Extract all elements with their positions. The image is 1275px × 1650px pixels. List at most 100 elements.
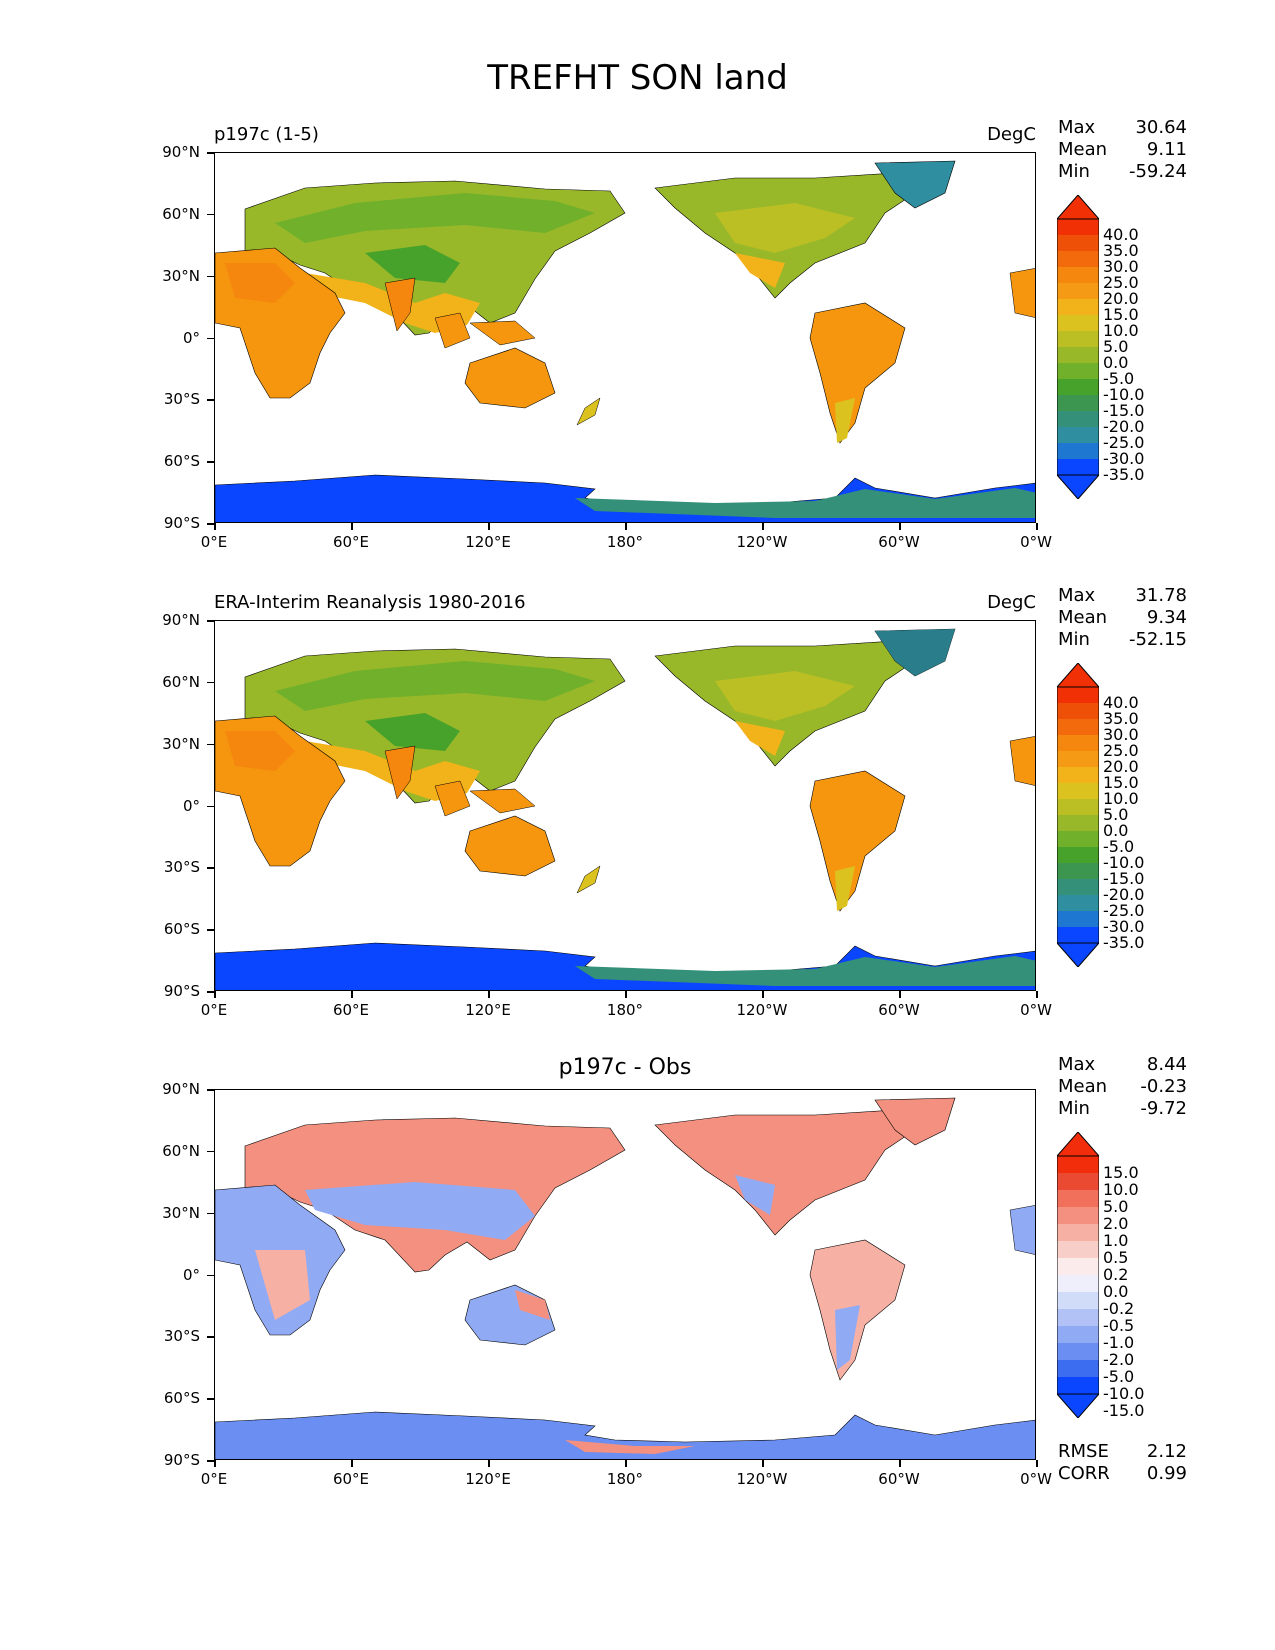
colorbar-segment <box>1057 735 1099 752</box>
colorbar-label: 0.5 <box>1103 1248 1129 1267</box>
y-tick <box>207 1150 214 1153</box>
colorbar-outline <box>1057 1155 1099 1395</box>
colorbar-label: -20.0 <box>1103 885 1145 904</box>
colorbar-segment <box>1057 1275 1099 1293</box>
y-tick <box>207 1336 214 1338</box>
colorbar-diff <box>1057 1132 1099 1418</box>
colorbar-label: -20.0 <box>1103 417 1145 436</box>
x-tick-label: 0°W <box>1020 1001 1052 1019</box>
x-tick <box>1036 1460 1038 1467</box>
x-tick-label: 120°E <box>465 1470 511 1488</box>
y-tick-label: 30°S <box>163 1327 200 1346</box>
y-tick-label: 0° <box>182 796 200 815</box>
y-tick <box>207 275 214 278</box>
colorbar-segment <box>1057 251 1099 268</box>
x-tick-label: 120°W <box>736 533 788 551</box>
colorbar-segment <box>1057 347 1099 364</box>
colorbar-label: -25.0 <box>1103 901 1145 920</box>
x-tick-label: 0°W <box>1020 1470 1052 1488</box>
colorbar-label: -25.0 <box>1103 433 1145 452</box>
panel-model: p197c (1-5) DegC Max 30.64 Mean 9.11 Min… <box>0 0 1275 523</box>
y-tick <box>207 461 214 463</box>
y-tick <box>207 1460 214 1462</box>
x-tick <box>625 1460 627 1467</box>
x-tick-label: 120°W <box>736 1001 788 1019</box>
x-tick <box>625 991 627 998</box>
y-tick-label: 0° <box>182 328 200 347</box>
x-tick-label: 60°E <box>332 1001 370 1019</box>
colorbar-segment <box>1057 219 1099 236</box>
panel-units: DegC <box>987 592 1036 613</box>
colorbar-label: 40.0 <box>1103 693 1139 712</box>
x-tick-label: 0°E <box>200 1470 228 1488</box>
colorbar-segment <box>1057 895 1099 912</box>
colorbar-label: 1.0 <box>1103 1231 1129 1250</box>
colorbar-segment <box>1057 879 1099 896</box>
y-tick <box>207 620 214 622</box>
x-tick <box>351 1460 353 1467</box>
stat-mean-value: 9.34 <box>1146 607 1187 628</box>
stat-max-label: Max <box>1058 117 1096 138</box>
y-tick <box>207 1274 214 1276</box>
x-tick <box>762 523 764 530</box>
colorbar-segment <box>1057 411 1099 428</box>
panel-diff: p197c - Obs Max 8.44 Mean -0.23 Min -9.7… <box>0 0 1275 1484</box>
colorbar-label: 0.0 <box>1103 353 1129 372</box>
stat-min-value: -59.24 <box>1128 161 1187 182</box>
x-tick <box>214 523 216 530</box>
x-tick <box>488 523 490 530</box>
y-tick <box>207 152 214 154</box>
stat-min-value: -52.15 <box>1128 629 1187 650</box>
x-tick <box>762 991 764 998</box>
x-tick <box>899 1460 901 1467</box>
stat-mean-value: 9.11 <box>1146 139 1187 160</box>
colorbar-label: 5.0 <box>1103 1197 1129 1216</box>
colorbar-segment <box>1057 1292 1099 1310</box>
colorbar-segment <box>1057 331 1099 348</box>
colorbar-segment <box>1057 863 1099 880</box>
colorbar-label: 40.0 <box>1103 225 1139 244</box>
colorbar-label: 35.0 <box>1103 241 1139 260</box>
y-tick <box>207 805 214 807</box>
stat-max-value: 31.78 <box>1135 585 1187 606</box>
y-tick-label: 60°N <box>162 204 200 223</box>
y-tick-label: 60°S <box>163 920 200 939</box>
panel-obs: ERA-Interim Reanalysis 1980-2016 DegC Ma… <box>0 0 1275 991</box>
colorbar-label: 10.0 <box>1103 321 1139 340</box>
colorbar-segment <box>1057 1241 1099 1259</box>
y-tick-label: 60°N <box>162 1141 200 1160</box>
y-tick <box>207 337 214 339</box>
x-tick-label: 180° <box>606 533 644 551</box>
colorbar-label: 30.0 <box>1103 257 1139 276</box>
figure-title: TREFHT SON land <box>487 58 788 98</box>
colorbar-segment <box>1057 363 1099 380</box>
colorbar-segment <box>1057 911 1099 928</box>
panel-units: DegC <box>987 124 1036 145</box>
map-diff <box>214 1089 1036 1460</box>
x-tick <box>899 991 901 998</box>
colorbar-segment <box>1057 443 1099 460</box>
y-tick <box>207 1089 214 1091</box>
colorbar-label: 20.0 <box>1103 289 1139 308</box>
colorbar-label: 5.0 <box>1103 805 1129 824</box>
x-tick-label: 120°E <box>465 1001 511 1019</box>
colorbar-label: 10.0 <box>1103 1180 1139 1199</box>
colorbar-segment <box>1057 315 1099 332</box>
colorbar-label: -2.0 <box>1103 1350 1135 1369</box>
y-tick-label: 60°S <box>163 1389 200 1408</box>
colorbar-label: 35.0 <box>1103 709 1139 728</box>
colorbar-label: 5.0 <box>1103 337 1129 356</box>
colorbar-label: 10.0 <box>1103 789 1139 808</box>
colorbar-segment <box>1057 1173 1099 1191</box>
y-tick <box>207 213 214 216</box>
colorbar-label: 15.0 <box>1103 305 1139 324</box>
colorbar-segment <box>1057 1343 1099 1361</box>
y-tick-label: 30°S <box>163 858 200 877</box>
colorbar-segment <box>1057 767 1099 784</box>
y-tick-label: 0° <box>182 1265 200 1284</box>
map-obs-field <box>215 621 1036 991</box>
colorbar-outline <box>1057 686 1099 944</box>
map-obs <box>214 620 1036 991</box>
colorbar-label: 15.0 <box>1103 1163 1139 1182</box>
x-tick-label: 180° <box>606 1001 644 1019</box>
